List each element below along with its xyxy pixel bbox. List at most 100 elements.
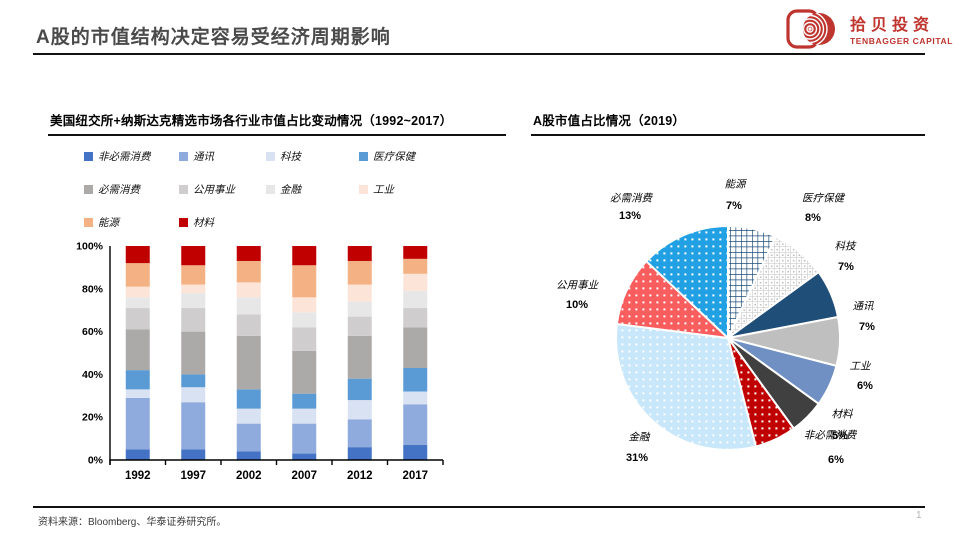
x-axis-category-label: 2007 — [291, 470, 317, 482]
x-axis-category-label: 2012 — [347, 470, 373, 482]
bar-segment-2017-科技 — [403, 391, 428, 405]
pie-label-能源: 能源 — [724, 179, 746, 191]
bar-segment-2002-非必需消费 — [236, 451, 261, 460]
bar-segment-1992-通讯 — [125, 397, 150, 450]
bar-segment-2017-通讯 — [403, 404, 428, 446]
legend-swatch-icon — [266, 185, 275, 194]
legend-label: 材料 — [193, 218, 214, 229]
legend-label: 公用事业 — [193, 185, 235, 196]
legend-label: 必需消费 — [98, 185, 140, 196]
bar-segment-2007-医疗保健 — [292, 393, 317, 409]
bar-segment-2012-通讯 — [347, 419, 372, 448]
bar-segment-2002-能源 — [236, 260, 261, 283]
pie-label-医疗保健: 医疗保健 — [802, 193, 844, 205]
bar-segment-1992-能源 — [125, 263, 150, 287]
bar-chart-svg: 0% 20% 40% 60% 80% 100% 1992 1997 2002 2007 2012 20… — [76, 241, 444, 482]
logo-name-en: TENBAGGER CAPITAL — [850, 35, 954, 46]
bar-segment-2012-公用事业 — [347, 316, 372, 336]
pie-slice-必需消费 — [645, 225, 729, 339]
bar-segment-2002-科技 — [236, 408, 261, 424]
bar-segment-1997-工业 — [181, 284, 206, 294]
legend-item-能源: 能源 — [84, 215, 179, 230]
bar-segment-2007-科技 — [292, 408, 317, 424]
title-underline — [33, 53, 925, 55]
bar-segment-2007-必需消费 — [292, 350, 317, 394]
pie-label-科技: 科技 — [834, 241, 856, 253]
bar-segment-1992-工业 — [125, 286, 150, 298]
bar-segment-1997-金融 — [181, 293, 206, 309]
bar-segment-1992-金融 — [125, 297, 150, 309]
logo: 拾贝投资 TENBAGGER CAPITAL — [786, 8, 953, 54]
bar-segment-2007-能源 — [292, 265, 317, 298]
bar-segment-2017-必需消费 — [403, 327, 428, 368]
page-title: A股的市值结构决定容易受经济周期影响 — [36, 27, 391, 48]
bar-segment-1997-通讯 — [181, 402, 206, 450]
legend-label: 非必需消费 — [98, 152, 151, 163]
logo-name-cn: 拾贝投资 — [850, 16, 935, 34]
bar-segment-2002-必需消费 — [236, 335, 261, 390]
pie-value-工业: 6% — [857, 380, 873, 392]
bar-segment-2002-材料 — [236, 246, 261, 261]
pie-label-工业: 工业 — [849, 361, 871, 373]
pie-value-金融: 31% — [625, 452, 649, 464]
bar-segment-2017-能源 — [403, 258, 428, 274]
pie-label-通讯: 通讯 — [852, 301, 874, 313]
pie-slice-金融 — [615, 322, 757, 451]
legend-item-公用事业: 公用事业 — [179, 182, 266, 197]
legend-label: 医疗保健 — [373, 152, 415, 163]
x-axis-category-label: 2002 — [236, 470, 262, 482]
bar-segment-2012-工业 — [347, 284, 372, 302]
bar-segment-2017-材料 — [403, 246, 428, 259]
logo-shell-icon — [786, 9, 835, 49]
x-axis-category-label: 2017 — [402, 470, 428, 482]
bar-chart-title: 美国纽交所+纳斯达克精选市场各行业市值占比变动情况（1992~2017） — [50, 114, 453, 128]
bar-segment-2007-金融 — [292, 312, 317, 328]
pie-label-非必需消费: 非必需消费 — [803, 430, 857, 442]
pie-value-通讯: 7% — [859, 321, 875, 333]
bar-segment-1997-公用事业 — [181, 308, 206, 332]
bar-segment-2017-非必需消费 — [403, 445, 428, 460]
legend-item-必需消费: 必需消费 — [84, 182, 179, 197]
bar-legend: 非必需消费 通讯 科技 医疗保健必需消费 公用事业 金融 工业能源 材料 — [84, 140, 504, 239]
legend-label: 能源 — [98, 218, 119, 229]
legend-swatch-icon — [84, 152, 93, 161]
legend-swatch-icon — [84, 185, 93, 194]
bar-segment-1997-非必需消费 — [181, 449, 206, 460]
pie-value-公用事业: 10% — [565, 299, 589, 311]
y-axis-tick-label: 60% — [82, 326, 104, 338]
bar-segment-2007-材料 — [292, 246, 317, 266]
x-axis-category-label: 1997 — [180, 470, 206, 482]
bar-segment-1992-公用事业 — [125, 308, 150, 330]
bar-segment-2012-金融 — [347, 301, 372, 317]
bar-segment-2002-工业 — [236, 282, 261, 298]
bar-segment-2012-材料 — [347, 246, 372, 261]
legend-label: 科技 — [280, 152, 301, 163]
bar-segment-2007-工业 — [292, 297, 317, 313]
legend-item-科技: 科技 — [266, 149, 359, 164]
pie-label-公用事业: 公用事业 — [556, 280, 598, 292]
pie-value-医疗保健: 8% — [805, 212, 821, 224]
pie-label-金融: 金融 — [628, 432, 650, 444]
legend-item-医疗保健: 医疗保健 — [359, 149, 504, 164]
legend-item-通讯: 通讯 — [179, 149, 266, 164]
bar-segment-1997-必需消费 — [181, 331, 206, 375]
y-axis-tick-label: 20% — [82, 412, 104, 424]
bar-segment-2012-非必需消费 — [347, 447, 372, 460]
legend-item-工业: 工业 — [359, 182, 504, 197]
bar-segment-2017-工业 — [403, 273, 428, 291]
bar-segment-1997-医疗保健 — [181, 374, 206, 388]
legend-swatch-icon — [179, 152, 188, 161]
bar-segment-1992-材料 — [125, 246, 150, 264]
pie-value-材料: 5% — [832, 430, 848, 442]
bar-segment-1992-科技 — [125, 389, 150, 398]
legend-swatch-icon — [179, 185, 188, 194]
bar-segment-2007-非必需消费 — [292, 453, 317, 460]
legend-label: 金融 — [280, 185, 301, 196]
bar-segment-2007-通讯 — [292, 423, 317, 454]
bar-segment-1997-科技 — [181, 387, 206, 403]
bar-segment-2002-通讯 — [236, 423, 261, 452]
page-number: 1 — [916, 510, 922, 521]
y-axis-tick-label: 40% — [82, 369, 104, 381]
legend-swatch-icon — [359, 152, 368, 161]
